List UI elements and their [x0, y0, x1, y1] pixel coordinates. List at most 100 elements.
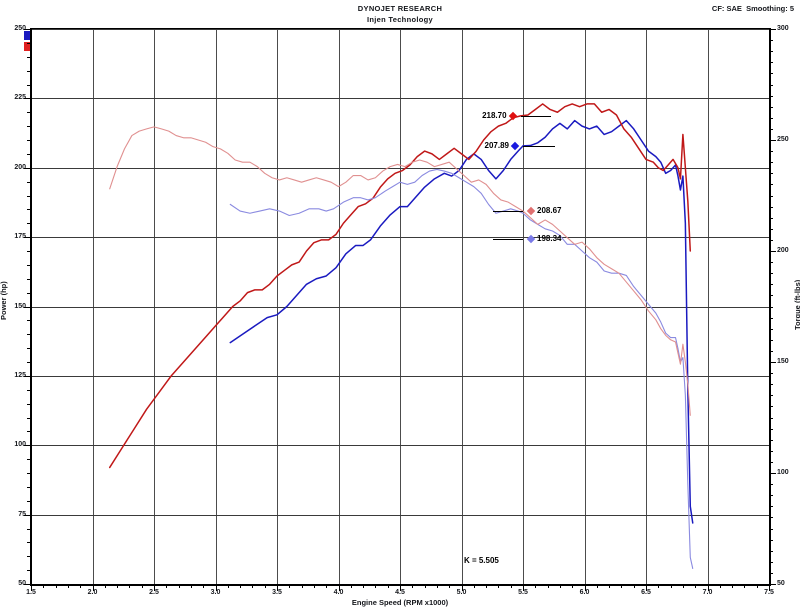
y-minor-tick-right: [770, 572, 773, 574]
x-minor-tick: [621, 585, 623, 588]
y-minor-tick-right: [770, 306, 773, 308]
series-line: [109, 126, 691, 416]
x-tick-mark: [277, 585, 278, 591]
y-minor-tick-right: [770, 62, 773, 64]
y-minor-tick-right: [770, 106, 773, 108]
y-minor-tick-right: [770, 262, 773, 264]
y-minor-tick-left: [27, 389, 30, 391]
y-minor-tick-left: [27, 500, 30, 502]
x-minor-tick: [658, 585, 660, 588]
x-minor-tick: [473, 585, 475, 588]
y-minor-tick-left: [27, 140, 30, 141]
x-minor-tick: [695, 585, 697, 588]
y-minor-tick-left: [27, 70, 30, 72]
y-minor-tick-right: [770, 84, 773, 86]
y-minor-tick-right: [770, 128, 773, 130]
y-minor-tick-left: [27, 514, 30, 516]
plot-area[interactable]: 218.70 207.89 208.67 198.34 K = 5.505: [30, 28, 770, 585]
y-minor-tick-right: [770, 217, 773, 219]
x-tick-label: 3.5: [272, 589, 282, 596]
x-minor-tick: [424, 585, 426, 588]
x-tick-label: 7.5: [764, 589, 774, 596]
y-minor-tick-left: [27, 223, 30, 225]
grid-line-horizontal: [31, 375, 769, 377]
grid-line-horizontal: [31, 306, 769, 308]
x-minor-tick: [523, 585, 524, 588]
y-minor-tick-left: [27, 278, 30, 280]
x-minor-tick: [609, 585, 611, 588]
x-tick-mark: [461, 585, 463, 591]
y-minor-tick-right: [770, 473, 773, 474]
data-point-value: 198.34: [537, 233, 562, 243]
y-minor-tick-right: [770, 95, 773, 97]
x-tick-label: 6.0: [579, 589, 590, 596]
y-minor-tick-right: [770, 528, 773, 530]
x-minor-tick: [190, 585, 192, 588]
y-minor-tick-left: [27, 320, 30, 322]
chart-header: DYNOJET RESEARCH Injen Technology: [0, 3, 800, 25]
series-line: [108, 103, 692, 469]
y-minor-tick-left: [27, 445, 30, 447]
x-minor-tick: [92, 585, 94, 588]
x-minor-tick: [461, 585, 463, 588]
x-minor-tick: [486, 585, 488, 588]
x-minor-tick: [264, 585, 266, 588]
x-minor-tick: [572, 585, 574, 588]
data-point-marker: [526, 234, 536, 243]
y-minor-tick-left: [27, 42, 30, 44]
y-tick-label-left: 50: [18, 580, 26, 587]
y-minor-tick-left: [27, 112, 30, 114]
y-minor-tick-left: [27, 570, 30, 572]
header-title: DYNOJET RESEARCH: [357, 4, 443, 13]
y-minor-tick-left: [27, 209, 30, 211]
dyno-curves: [108, 103, 694, 570]
leader-line: [523, 145, 555, 147]
data-point-value: 207.89: [484, 140, 509, 150]
y-minor-tick-right: [770, 73, 773, 75]
x-minor-tick: [203, 585, 205, 588]
x-axis-title: Engine Speed (RPM x1000): [351, 598, 449, 607]
x-axis-spine: [30, 584, 771, 586]
x-minor-tick: [633, 585, 635, 588]
y-minor-tick-right: [770, 184, 773, 186]
y-minor-tick-right: [770, 51, 773, 53]
x-minor-tick: [313, 585, 315, 588]
y-minor-tick-right: [770, 439, 773, 441]
y-minor-tick-right: [770, 406, 773, 408]
y-minor-tick-right: [770, 117, 773, 119]
y-minor-tick-left: [27, 459, 30, 461]
data-point-value: 218.70: [482, 110, 507, 120]
x-minor-tick: [166, 585, 168, 588]
y-minor-tick-left: [27, 362, 30, 363]
x-minor-tick: [55, 585, 57, 588]
x-tick-mark: [92, 585, 94, 591]
header-subtitle: Injen Technology: [367, 15, 433, 24]
y-minor-tick-left: [27, 167, 30, 169]
x-minor-tick: [535, 585, 537, 588]
y-minor-tick-right: [770, 450, 773, 452]
y-minor-tick-left: [27, 251, 30, 252]
x-tick-label: 1.5: [26, 589, 36, 596]
data-point-label-power-red-peak: 218.70: [482, 111, 518, 120]
x-minor-tick: [596, 585, 598, 588]
x-minor-tick: [80, 585, 82, 588]
x-minor-tick: [584, 585, 586, 588]
series-line: [229, 168, 694, 570]
data-point-label-torque-blue-point: 198.34: [525, 234, 561, 243]
y-minor-tick-right: [770, 40, 773, 42]
x-minor-tick: [227, 585, 229, 588]
y-minor-tick-right: [770, 417, 773, 419]
x-tick-mark: [646, 585, 647, 591]
y-minor-tick-right: [770, 517, 773, 519]
y-minor-tick-right: [770, 251, 773, 252]
y-tick-mark-right: [770, 362, 776, 363]
x-tick-label: 5.5: [518, 589, 528, 596]
y-minor-tick-right: [770, 484, 773, 486]
y-minor-tick-right: [770, 561, 773, 563]
y-axis-title-right: Torque (ft-lbs): [793, 279, 800, 330]
y-minor-tick-left: [27, 56, 30, 58]
y-tick-label-right: 150: [777, 358, 789, 365]
y-tick-label-right: 200: [777, 247, 789, 254]
y-minor-tick-right: [770, 140, 773, 141]
x-tick-mark: [523, 585, 524, 591]
